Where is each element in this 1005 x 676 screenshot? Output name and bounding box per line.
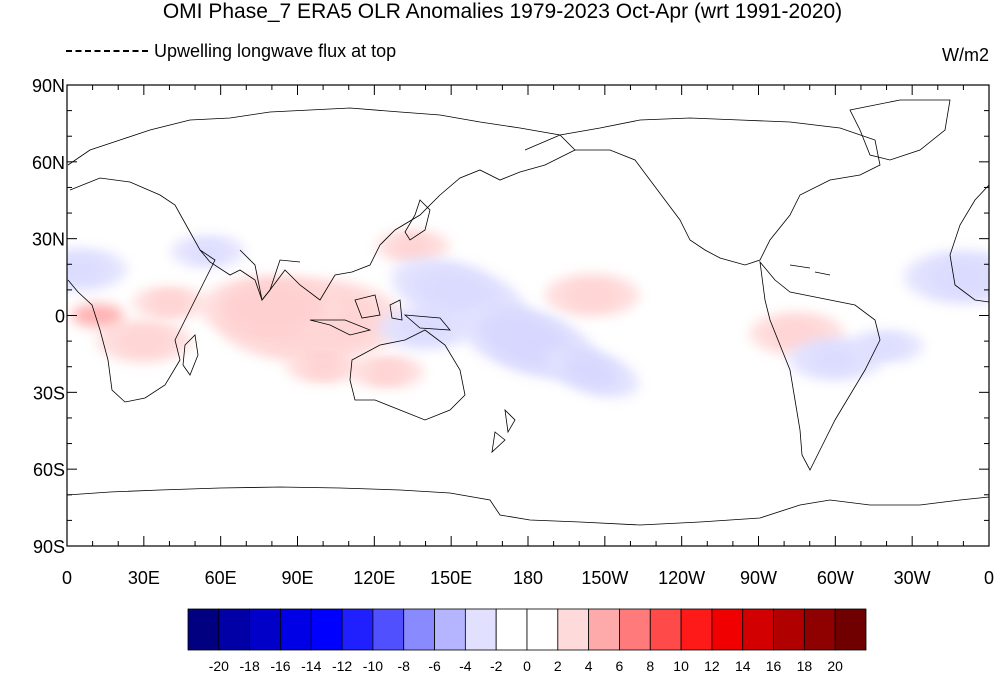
x-tick-label: 30W: [894, 568, 931, 588]
x-tick-label: 180: [513, 568, 543, 588]
colorbar-swatch: [742, 608, 774, 651]
colorbar-swatch: [588, 608, 620, 651]
colorbar-label: -12: [332, 658, 352, 674]
colorbar-label: -16: [270, 658, 290, 674]
x-tick-label: 60W: [817, 568, 854, 588]
colorbar-swatch: [218, 608, 251, 651]
x-tick-label: 150W: [581, 568, 628, 588]
x-tick-label: 0: [984, 568, 994, 588]
colorbar-label: -18: [240, 658, 260, 674]
anomaly-region: [375, 229, 450, 263]
anomaly-region: [903, 250, 989, 304]
colorbar-label: 20: [827, 658, 843, 674]
colorbar-swatch: [711, 608, 744, 651]
colorbar-swatch: [280, 608, 312, 651]
anomaly-region: [849, 329, 924, 363]
colorbar-swatch: [834, 608, 867, 651]
x-tick-label: 90W: [740, 568, 777, 588]
colorbar: -20 -18 -16 -14 -12 -10 -8 -6 -4 -2 0 2 4 6 8 10 12 14 16 1…: [187, 608, 867, 674]
legend-label: Upwelling longwave flux at top: [154, 41, 397, 61]
coast-madagascar: [182, 334, 199, 376]
colorbar-label: 2: [554, 658, 562, 674]
coast-caribbean: [789, 264, 831, 276]
colorbar-label: 10: [673, 658, 689, 674]
coast-northamerica: [524, 117, 881, 266]
coast-antarctica: [67, 486, 989, 526]
x-tick-label: 120E: [353, 568, 395, 588]
y-tick-label: 30N: [32, 230, 65, 250]
colorbar-label: -6: [428, 658, 441, 674]
anomaly-region: [96, 319, 192, 363]
coast-maritime: [309, 294, 451, 336]
colorbar-swatch: [557, 608, 590, 651]
colorbar-label: 12: [704, 658, 720, 674]
x-tick-label: 150E: [430, 568, 472, 588]
coast-greenland: [849, 99, 951, 161]
y-axis: 90N 60N 30N 0 30S 60S 90S: [32, 76, 989, 557]
colorbar-swatch: [680, 608, 713, 651]
colorbar-swatch: [773, 608, 805, 651]
y-tick-label: 60N: [32, 153, 65, 173]
colorbar-label: 16: [766, 658, 782, 674]
y-tick-label: 60S: [33, 460, 65, 480]
x-axis: 0 30E 60E 90E 120E 150E 180 150W 120W 90W 60W 30W 0: [62, 85, 994, 588]
anomaly-region: [544, 273, 640, 317]
anomaly-region: [67, 248, 128, 291]
colorbar-label: -4: [459, 658, 472, 674]
coast-newzealand: [491, 408, 516, 454]
colorbar-swatch: [310, 608, 343, 651]
colorbar-label: 8: [646, 658, 654, 674]
colorbar-swatch: [464, 608, 497, 651]
dashed-line-key: [66, 50, 148, 52]
coast-westafrica: [949, 184, 989, 303]
x-tick-label: 120W: [658, 568, 705, 588]
anomaly-region: [200, 275, 344, 341]
colorbar-swatch: [434, 608, 466, 651]
colorbar-swatch: [249, 608, 281, 651]
anomaly-region: [71, 303, 124, 328]
colorbar-swatch: [649, 608, 682, 651]
colorbar-label: -8: [398, 658, 411, 674]
colorbar-label: 0: [523, 658, 531, 674]
colorbar-swatch: [187, 608, 220, 651]
x-tick-label: 60E: [205, 568, 237, 588]
colorbar-label: -10: [363, 658, 383, 674]
coast-southamerica: [759, 260, 881, 471]
anomaly-region: [132, 286, 207, 320]
coast-india: [239, 249, 301, 301]
anomaly-region: [544, 345, 640, 398]
anomaly-region: [286, 350, 360, 384]
coast-australia: [349, 329, 466, 421]
colorbar-label: 4: [585, 658, 593, 674]
chart-title: OMI Phase_7 ERA5 OLR Anomalies 1979-2023…: [162, 0, 843, 23]
y-tick-label: 90S: [33, 537, 65, 557]
coast-africa: [67, 177, 216, 403]
coastlines: [67, 99, 989, 526]
colorbar-label: 14: [735, 658, 751, 674]
x-tick-label: 30E: [128, 568, 160, 588]
colorbar-label: -20: [209, 658, 229, 674]
x-tick-label: 90E: [281, 568, 313, 588]
colorbar-swatch: [403, 608, 435, 651]
colorbar-swatch: [495, 608, 528, 651]
colorbar-label: 6: [616, 658, 624, 674]
y-tick-label: 90N: [32, 76, 65, 96]
y-tick-label: 30S: [33, 383, 65, 403]
anomaly-region: [171, 234, 245, 269]
coast-japan: [404, 199, 431, 241]
colorbar-swatch: [341, 608, 374, 651]
colorbar-swatch: [619, 608, 651, 651]
units-label: W/m2: [942, 45, 989, 65]
colorbar-label: 18: [797, 658, 813, 674]
x-tick-label: 0: [62, 568, 72, 588]
anomaly-region: [350, 355, 424, 389]
y-tick-label: 0: [55, 307, 65, 327]
colorbar-label: -2: [490, 658, 503, 674]
colorbar-label: -14: [301, 658, 321, 674]
colorbar-swatch: [372, 608, 405, 651]
colorbar-swatch: [526, 608, 559, 651]
colorbar-swatch: [803, 608, 836, 651]
